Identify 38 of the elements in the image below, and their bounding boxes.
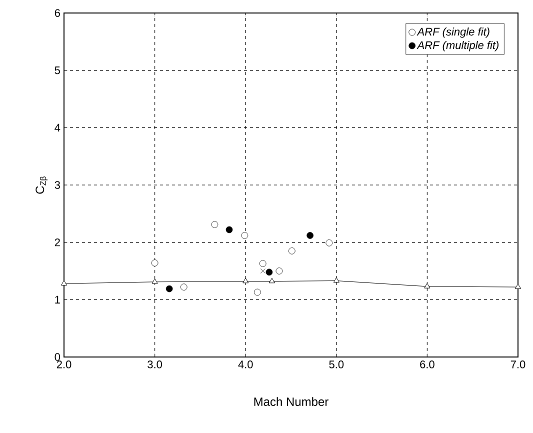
y-tick-label: 1 (55, 296, 60, 304)
point (333, 277, 340, 283)
point (514, 284, 522, 289)
point (166, 285, 173, 292)
point (241, 232, 248, 239)
point (226, 226, 233, 234)
point (306, 232, 314, 239)
point (288, 248, 296, 254)
point (60, 280, 68, 286)
point (276, 268, 283, 274)
point (254, 288, 261, 296)
point (180, 284, 188, 290)
point (151, 260, 158, 266)
x-tick-label: 3.0 (148, 360, 162, 368)
point (211, 221, 218, 228)
x-axis-title: Mach Number (254, 397, 328, 406)
y-tick-label: 5 (54, 66, 60, 74)
legend-label: ARF (single fit) (416, 28, 490, 38)
point (268, 278, 275, 284)
y-tick-label: 4 (54, 124, 60, 132)
y-tick-label: 0 (54, 353, 60, 361)
point (260, 268, 266, 274)
point (152, 278, 158, 284)
x-tick-label: 6.0 (420, 360, 434, 368)
point (326, 240, 333, 246)
point (242, 278, 249, 284)
legend-label: ARF (multiple fit) (416, 40, 499, 52)
x-tick-label: 7.0 (510, 360, 526, 368)
point (266, 268, 273, 276)
x-tick-label: 4.0 (238, 360, 253, 368)
x-tick-label: 2.0 (56, 360, 72, 368)
point (259, 260, 266, 267)
y-tick-label: 6 (54, 9, 60, 17)
x-tick-label: 5.0 (329, 360, 344, 368)
y-axis-title: C$_{Zβ}$ (36, 176, 48, 194)
y-tick-label: 3 (54, 181, 60, 189)
point (424, 283, 430, 288)
y-tick-label: 2 (54, 238, 60, 246)
